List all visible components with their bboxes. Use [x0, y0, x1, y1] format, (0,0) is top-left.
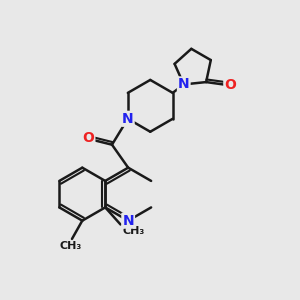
Text: O: O: [224, 78, 236, 92]
Text: N: N: [122, 214, 134, 228]
Text: O: O: [82, 131, 94, 145]
Text: CH₃: CH₃: [123, 226, 145, 236]
Text: CH₃: CH₃: [59, 241, 82, 251]
Text: N: N: [178, 77, 190, 92]
Text: N: N: [122, 112, 134, 126]
